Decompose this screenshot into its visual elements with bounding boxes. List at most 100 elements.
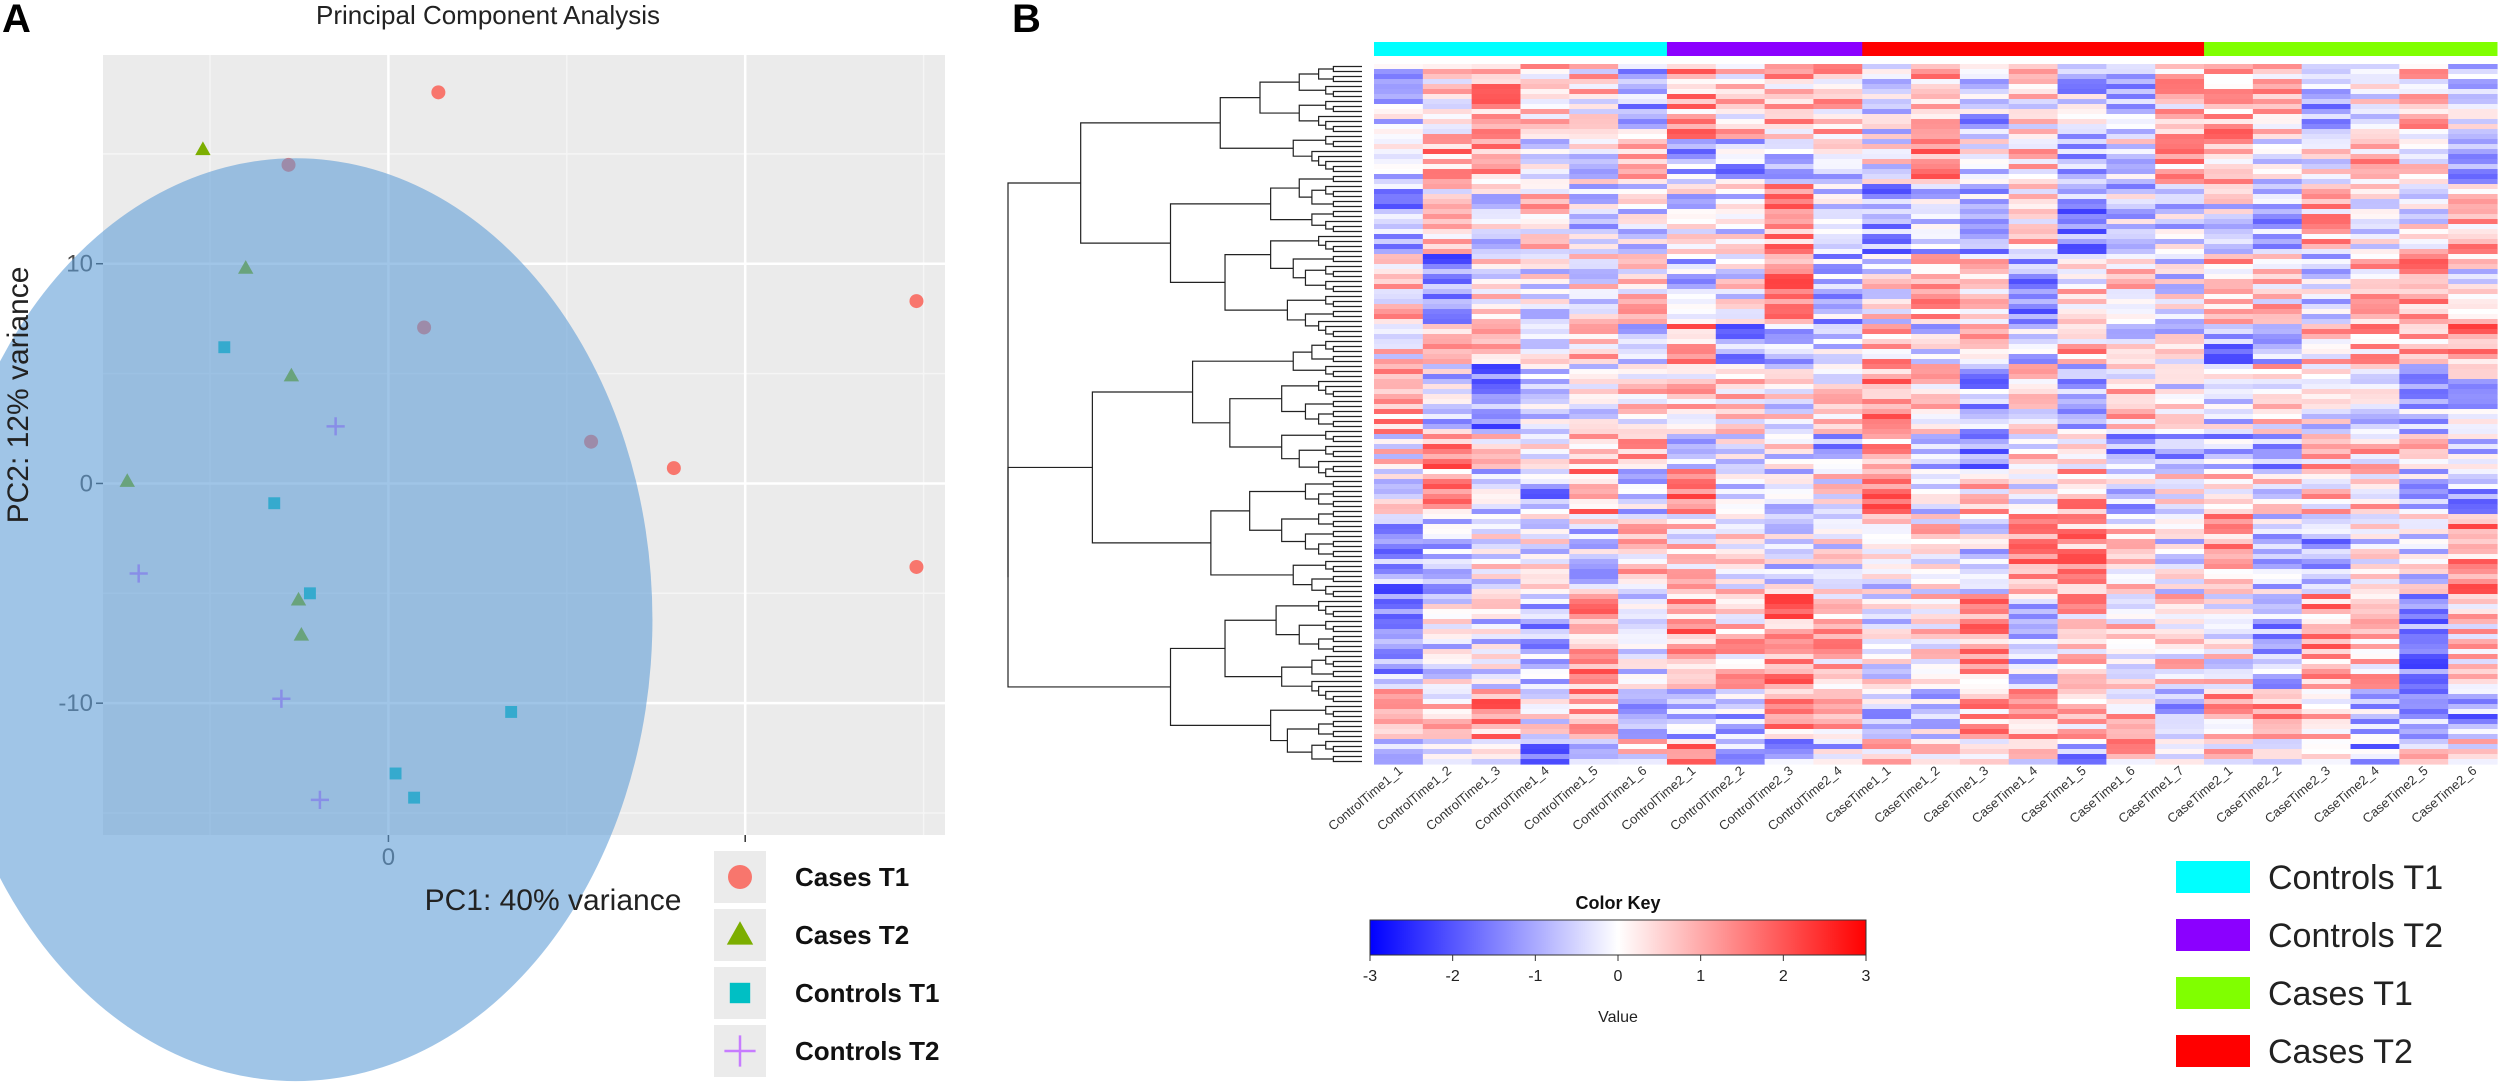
heatmap-cell	[1666, 389, 1717, 395]
heatmap-cell	[1374, 469, 1424, 475]
heatmap-cell	[2252, 94, 2303, 100]
heatmap-cell	[1422, 89, 1473, 95]
heatmap-cell	[2399, 159, 2449, 165]
heatmap-cell	[2350, 734, 2400, 740]
heatmap-cell	[1520, 649, 1570, 655]
heatmap-cell	[2252, 149, 2303, 155]
heatmap-cell	[2448, 474, 2498, 480]
heatmap-cell	[2399, 279, 2449, 285]
heatmap-cell	[2448, 179, 2498, 185]
heatmap-cell	[2106, 444, 2156, 450]
heatmap-cell	[2448, 524, 2498, 530]
heatmap-cell	[1862, 604, 1912, 610]
heatmap-cell	[2350, 619, 2400, 625]
heatmap-cell	[1813, 544, 1863, 550]
heatmap-cell	[1520, 474, 1570, 480]
heatmap-cell	[1422, 319, 1473, 325]
heatmap-cell	[2301, 624, 2352, 630]
heatmap-cell	[1520, 669, 1570, 675]
heatmap-cell	[2057, 584, 2107, 590]
heatmap-cell	[1764, 204, 1815, 210]
heatmap-cell	[2301, 459, 2352, 465]
heatmap-cell	[1471, 519, 1522, 525]
dendrogram-branch	[1332, 480, 1362, 488]
heatmap-cell	[2399, 439, 2449, 445]
heatmap-cell	[1715, 129, 1766, 135]
heatmap-cell	[2204, 699, 2254, 705]
heatmap-cell	[1715, 349, 1766, 355]
heatmap-cell	[2448, 144, 2498, 150]
heatmap-cell	[2204, 649, 2254, 655]
heatmap-cell	[2448, 134, 2498, 140]
heatmap-cell	[1666, 279, 1717, 285]
heatmap-cell	[1911, 744, 1961, 750]
heatmap-cell	[1471, 564, 1522, 570]
heatmap-cell	[1715, 179, 1766, 185]
heatmap-cell	[2204, 69, 2254, 75]
heatmap-cell	[2008, 144, 2059, 150]
heatmap-cell	[2252, 159, 2303, 165]
pca-legend-label: Controls T2	[795, 1036, 939, 1066]
heatmap-cell	[1422, 629, 1473, 635]
heatmap-cell	[1764, 654, 1815, 660]
heatmap-cell	[1715, 184, 1766, 190]
heatmap-cell	[1374, 624, 1424, 630]
heatmap-cell	[2448, 734, 2498, 740]
heatmap-cell	[1959, 579, 2010, 585]
heatmap-cell	[1374, 724, 1424, 730]
heatmap-cell	[2301, 519, 2352, 525]
heatmap-cell	[2204, 169, 2254, 175]
pca-legend-label: Cases T1	[795, 862, 909, 892]
heatmap-cell	[2008, 714, 2059, 720]
heatmap-cell	[2155, 514, 2205, 520]
heatmap-cell	[2204, 254, 2254, 260]
heatmap-cell	[1911, 284, 1961, 290]
heatmap-cell	[2008, 469, 2059, 475]
heatmap-cell	[1569, 74, 1619, 80]
heatmap-cell	[1471, 189, 1522, 195]
heatmap-cell	[1422, 604, 1473, 610]
heatmap-cell	[1422, 554, 1473, 560]
heatmap-cell	[2155, 664, 2205, 670]
heatmap-cell	[2057, 719, 2107, 725]
heatmap-cell	[1959, 234, 2010, 240]
heatmap-cell	[2106, 514, 2156, 520]
heatmap-cell	[1813, 289, 1863, 295]
heatmap-cell	[2399, 409, 2449, 415]
heatmap-cell	[2106, 564, 2156, 570]
color-key-gradient	[1369, 919, 1867, 956]
heatmap-cell	[1569, 224, 1619, 230]
heatmap-cell	[1813, 309, 1863, 315]
heatmap-cell	[2008, 579, 2059, 585]
heatmap-cell	[1911, 714, 1961, 720]
dendrogram-branch	[1332, 575, 1362, 583]
heatmap-cell	[1959, 504, 2010, 510]
heatmap-cell	[1911, 149, 1961, 155]
heatmap-cell	[1422, 114, 1473, 120]
heatmap-cell	[2057, 649, 2107, 655]
heatmap-cell	[1618, 569, 1668, 575]
heatmap-cell	[1618, 109, 1668, 115]
heatmap-cell	[1862, 354, 1912, 360]
heatmap-cell	[1471, 94, 1522, 100]
heatmap-cell	[2204, 269, 2254, 275]
dendrogram-branch	[1007, 182, 1081, 578]
heatmap-cell	[2252, 659, 2303, 665]
heatmap-cell	[1520, 644, 1570, 650]
heatmap-cell	[1666, 144, 1717, 150]
heatmap-cell	[1666, 594, 1717, 600]
heatmap-cell	[1862, 554, 1912, 560]
heatmap-cell	[1911, 429, 1961, 435]
heatmap-cell	[1520, 504, 1570, 510]
heatmap-cell	[1764, 544, 1815, 550]
heatmap-cell	[2399, 264, 2449, 270]
heatmap-cell	[2350, 354, 2400, 360]
heatmap-cell	[2350, 409, 2400, 415]
heatmap-cell	[1520, 359, 1570, 365]
dendrogram-branch	[1332, 300, 1362, 308]
heatmap-cell	[2399, 99, 2449, 105]
heatmap-cell	[2106, 244, 2156, 250]
heatmap-cell	[2008, 264, 2059, 270]
heatmap-cell	[1862, 164, 1912, 170]
heatmap-cell	[1764, 629, 1815, 635]
